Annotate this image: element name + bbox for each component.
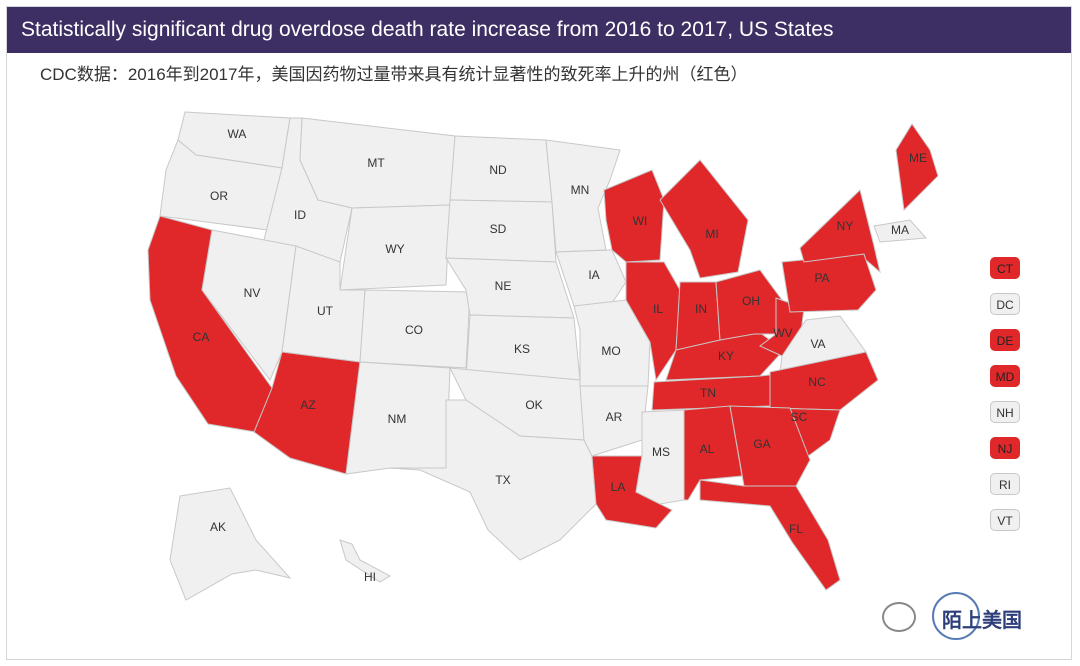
state-wi[interactable]: [603, 169, 665, 263]
state-label-wv: WV: [773, 326, 792, 340]
watermark-text: 陌上美国: [942, 608, 1022, 632]
small-state-ri[interactable]: RI: [990, 473, 1020, 495]
state-ak[interactable]: [169, 487, 292, 601]
small-state-nh[interactable]: NH: [990, 401, 1020, 423]
state-nc[interactable]: [769, 351, 879, 411]
state-label-nd: ND: [489, 163, 507, 177]
state-ia[interactable]: [555, 249, 627, 307]
state-label-nv: NV: [244, 286, 261, 300]
state-label-me: ME: [909, 151, 927, 165]
state-label-ia: IA: [588, 268, 599, 282]
state-nv[interactable]: [201, 229, 297, 381]
state-label-il: IL: [653, 302, 663, 316]
state-label-oh: OH: [742, 294, 760, 308]
state-ny[interactable]: [799, 189, 881, 274]
wechat-icon: [882, 602, 916, 632]
state-label-ar: AR: [606, 410, 623, 424]
state-label-id: ID: [294, 208, 306, 222]
state-wy[interactable]: [339, 204, 451, 291]
state-label-nm: NM: [388, 412, 407, 426]
state-me[interactable]: [895, 123, 939, 212]
state-label-ks: KS: [514, 342, 530, 356]
state-label-ga: GA: [753, 437, 770, 451]
state-co[interactable]: [359, 289, 471, 369]
state-label-tx: TX: [495, 473, 510, 487]
hhs-seal-icon: [932, 592, 980, 640]
header-bar: Statistically significant drug overdose …: [7, 7, 1071, 53]
state-ma[interactable]: [873, 219, 928, 243]
state-label-ne: NE: [495, 279, 512, 293]
state-label-ak: AK: [210, 520, 226, 534]
state-fl[interactable]: [699, 479, 841, 591]
state-label-sc: SC: [791, 410, 808, 424]
state-label-nc: NC: [808, 375, 826, 389]
state-mn[interactable]: [545, 139, 621, 253]
state-il[interactable]: [625, 261, 681, 382]
state-tx[interactable]: [389, 399, 597, 561]
small-state-ct[interactable]: CT: [990, 257, 1020, 279]
state-ga[interactable]: [729, 405, 811, 487]
state-va[interactable]: [779, 315, 867, 373]
state-label-hi: HI: [364, 570, 376, 584]
small-state-dc[interactable]: DC: [990, 293, 1020, 315]
state-label-or: OR: [210, 189, 228, 203]
state-label-in: IN: [695, 302, 707, 316]
state-label-fl: FL: [789, 522, 803, 536]
state-label-pa: PA: [814, 271, 829, 285]
state-label-ut: UT: [317, 304, 334, 318]
state-label-az: AZ: [300, 398, 315, 412]
state-label-ky: KY: [718, 349, 734, 363]
state-ar[interactable]: [579, 385, 649, 457]
state-label-mi: MI: [705, 227, 718, 241]
state-label-ny: NY: [837, 219, 854, 233]
state-label-va: VA: [810, 337, 825, 351]
state-label-ms: MS: [652, 445, 670, 459]
small-state-md[interactable]: MD: [990, 365, 1020, 387]
state-mi[interactable]: [659, 159, 749, 279]
state-label-wa: WA: [228, 127, 247, 141]
state-label-la: LA: [611, 480, 626, 494]
state-label-tn: TN: [700, 386, 716, 400]
state-label-wi: WI: [633, 214, 648, 228]
state-hi[interactable]: [339, 539, 392, 583]
small-state-vt[interactable]: VT: [990, 509, 1020, 531]
state-label-sd: SD: [490, 222, 507, 236]
state-label-ok: OK: [525, 398, 542, 412]
state-label-mt: MT: [367, 156, 385, 170]
state-label-mn: MN: [571, 183, 590, 197]
state-label-mo: MO: [601, 344, 620, 358]
small-state-de[interactable]: DE: [990, 329, 1020, 351]
state-label-ca: CA: [193, 330, 210, 344]
page-title: Statistically significant drug overdose …: [21, 18, 834, 41]
state-label-co: CO: [405, 323, 423, 337]
small-state-nj[interactable]: NJ: [990, 437, 1020, 459]
state-label-al: AL: [700, 442, 715, 456]
state-label-wy: WY: [385, 242, 404, 256]
map-subtitle: CDC数据：2016年到2017年，美国因药物过量带来具有统计显著性的致死率上升…: [40, 65, 748, 84]
state-label-ma: MA: [891, 223, 909, 237]
